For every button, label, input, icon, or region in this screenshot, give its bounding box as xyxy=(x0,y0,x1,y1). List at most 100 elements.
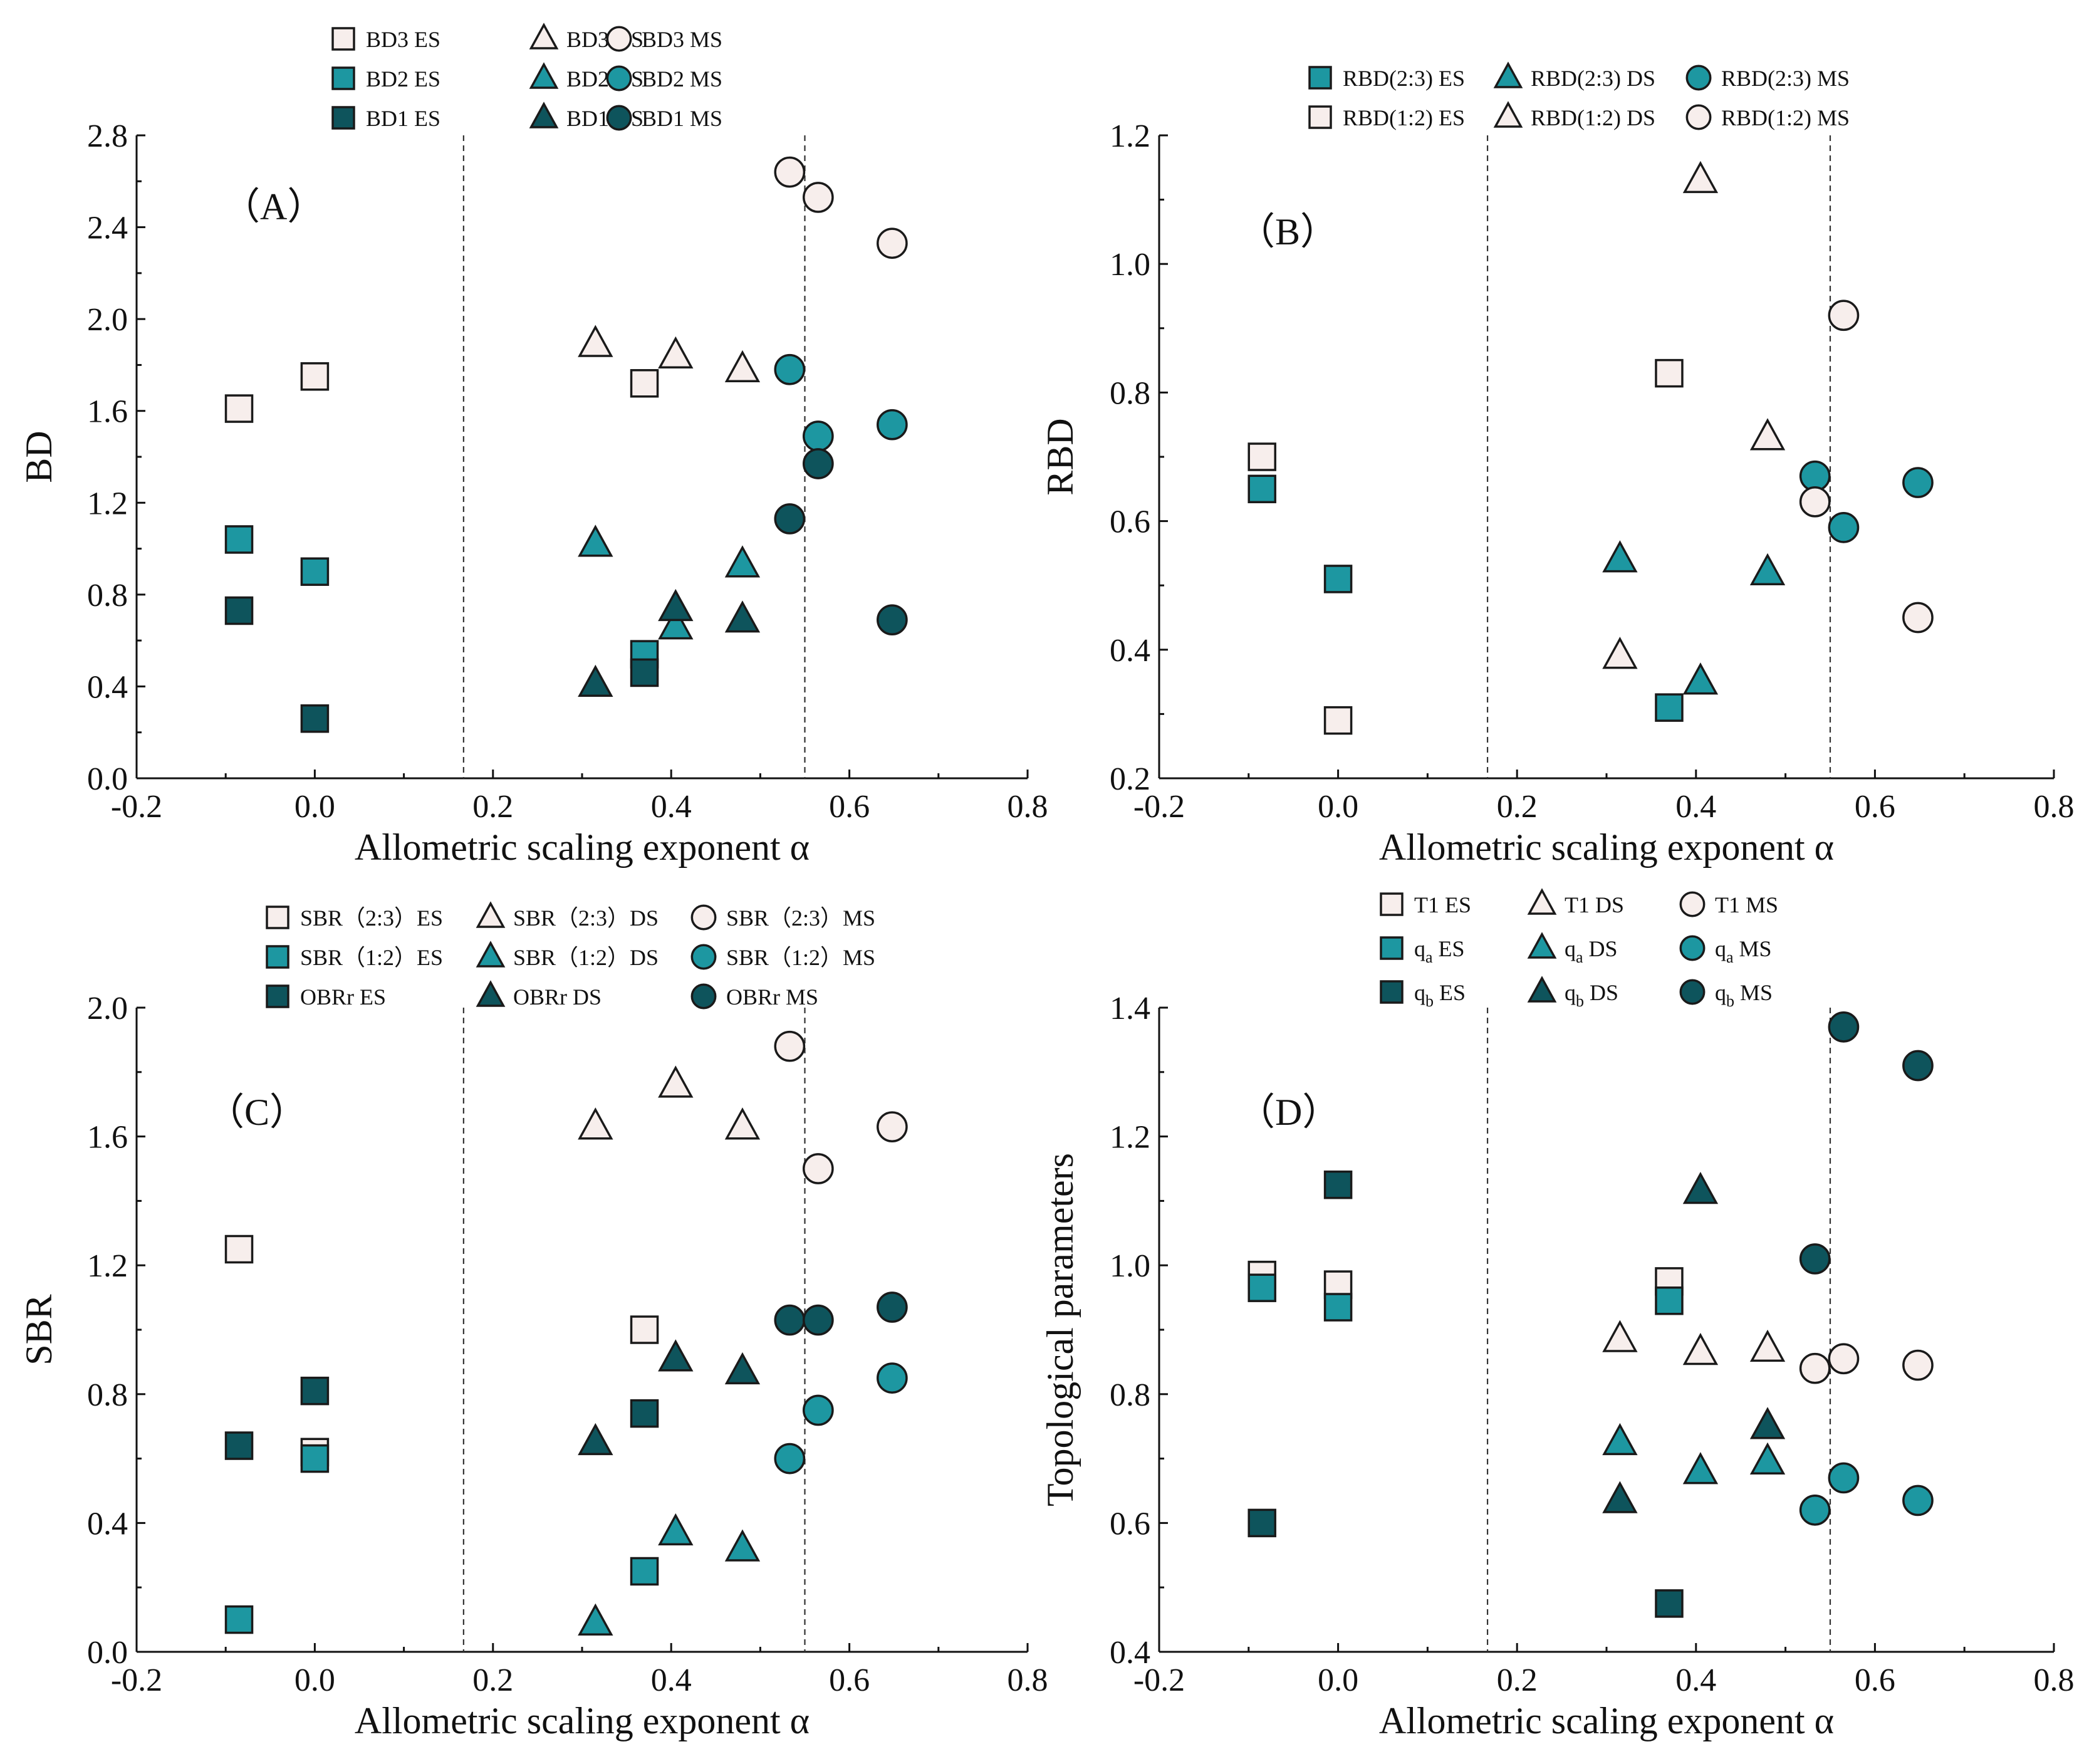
data-point xyxy=(877,604,908,636)
data-point xyxy=(774,353,806,385)
legend-marker xyxy=(606,65,632,91)
x-axis-label: Allometric scaling exponent α xyxy=(355,827,810,868)
legend-label: RBD(2:3) ES xyxy=(1343,66,1465,91)
x-tick-label: 0.8 xyxy=(1008,789,1048,825)
legend-marker xyxy=(1527,976,1557,1003)
data-point xyxy=(774,1443,806,1474)
legend-marker xyxy=(529,23,559,50)
panel-label: （D） xyxy=(1237,1092,1340,1133)
panel-label: （C） xyxy=(207,1092,307,1133)
legend-label: SBR（2:3）DS xyxy=(513,905,659,931)
data-point xyxy=(300,362,330,391)
y-tick-label: 1.2 xyxy=(87,1248,128,1284)
data-point xyxy=(774,1030,806,1062)
y-tick-label: 1.2 xyxy=(87,486,128,521)
y-tick-label: 1.6 xyxy=(87,394,128,430)
legend: T1 ES T1 DS T1 MS qa ES qa DS qa MS qb ES qb DS… xyxy=(1380,888,1778,1010)
y-tick-label: 1.4 xyxy=(1110,991,1150,1026)
x-tick-label: 0.2 xyxy=(1497,1662,1538,1698)
legend-label: BD2 ES xyxy=(366,66,440,91)
y-tick-label: 2.0 xyxy=(87,991,128,1026)
data-point xyxy=(1902,467,1934,498)
data-point xyxy=(1682,1172,1719,1204)
data-point xyxy=(1749,553,1786,585)
data-point xyxy=(658,1513,694,1546)
y-tick-label: 0.6 xyxy=(1110,504,1150,540)
data-point xyxy=(300,557,330,586)
panel-label: （B） xyxy=(1237,211,1338,253)
data-point xyxy=(1828,512,1860,543)
x-tick-label: 0.0 xyxy=(294,789,335,825)
legend-label: SBR（2:3）ES xyxy=(300,905,443,931)
data-point xyxy=(300,1376,330,1406)
legend-marker xyxy=(1493,101,1523,128)
data-point xyxy=(877,1111,908,1143)
data-point xyxy=(724,600,761,633)
data-point xyxy=(224,1234,254,1264)
y-tick-label: 1.2 xyxy=(1110,1120,1150,1156)
legend-marker xyxy=(690,983,717,1010)
data-point xyxy=(802,182,834,213)
legend-label: qb DS xyxy=(1565,980,1618,1010)
legend-label: BD1 ES xyxy=(366,106,440,131)
data-point xyxy=(877,227,908,259)
data-point xyxy=(1682,1452,1719,1485)
data-point xyxy=(630,658,659,687)
y-tick-label: 0.8 xyxy=(1110,1377,1150,1413)
legend: RBD(2:3) ES RBD(2:3) DS RBD(2:3) MS RBD(1:2… xyxy=(1308,61,1850,130)
data-point xyxy=(774,156,806,188)
legend-marker xyxy=(529,102,559,128)
data-point xyxy=(724,1352,761,1385)
y-tick-label: 0.4 xyxy=(87,669,128,705)
legend-marker xyxy=(1679,891,1706,917)
legend-label: BD1 MS xyxy=(642,106,722,131)
x-tick-label: 0.4 xyxy=(651,789,692,825)
y-tick-label: 0.0 xyxy=(87,761,128,797)
legend-label: qa ES xyxy=(1414,936,1465,966)
legend-label: RBD(1:2) ES xyxy=(1343,105,1465,130)
x-axis-label: Allometric scaling exponent α xyxy=(1379,1700,1834,1741)
legend-label: RBD(2:3) DS xyxy=(1531,66,1655,91)
legend-label: BD1 DS xyxy=(566,106,643,131)
data-point xyxy=(1902,602,1934,634)
legend-label: RBD(1:2) MS xyxy=(1721,105,1850,130)
data-point xyxy=(1682,1333,1719,1365)
data-point xyxy=(1323,1293,1353,1322)
legend-marker xyxy=(690,904,717,931)
x-tick-label: 0.4 xyxy=(1675,789,1716,825)
data-point xyxy=(1247,442,1276,471)
legend-marker xyxy=(476,901,506,928)
y-tick-label: 2.4 xyxy=(87,211,128,246)
data-point xyxy=(1602,1422,1638,1456)
legend-marker xyxy=(266,905,289,929)
panel-a: -0.2 0.0 0.2 0.4 0.6 0.80.00.40.81.21.62.02.4… xyxy=(18,23,1048,868)
legend-label: SBR（1:2）MS xyxy=(726,945,875,970)
data-point xyxy=(224,394,254,423)
legend-marker xyxy=(1308,105,1332,129)
legend-marker xyxy=(1380,892,1404,916)
legend-label: qb ES xyxy=(1414,980,1466,1010)
legend-marker xyxy=(1679,935,1706,961)
data-point xyxy=(877,1292,908,1323)
data-point xyxy=(877,1362,908,1394)
data-point xyxy=(1655,358,1684,388)
data-point xyxy=(1799,486,1831,518)
x-tick-label: 0.8 xyxy=(2034,1662,2075,1698)
x-tick-label: 0.2 xyxy=(472,789,513,825)
legend: SBR（2:3）ES SBR（2:3）DS SBR（2:3）MS SBR（1:2）ES… xyxy=(266,901,875,1010)
x-tick-label: -0.2 xyxy=(111,789,162,825)
x-tick-label: 0.6 xyxy=(829,1662,870,1698)
data-point xyxy=(1749,1329,1786,1362)
legend-label: qb MS xyxy=(1715,980,1773,1010)
data-point xyxy=(1323,706,1353,735)
legend-marker xyxy=(476,941,506,968)
legend-label: BD3 DS xyxy=(566,27,643,52)
data-point xyxy=(578,525,613,557)
data-point xyxy=(578,325,613,357)
data-point xyxy=(724,545,761,578)
y-tick-label: 1.0 xyxy=(1110,247,1150,283)
legend-label: BD3 MS xyxy=(642,27,722,52)
data-point xyxy=(578,1107,613,1140)
data-point xyxy=(802,1394,834,1426)
data-point xyxy=(224,525,254,554)
